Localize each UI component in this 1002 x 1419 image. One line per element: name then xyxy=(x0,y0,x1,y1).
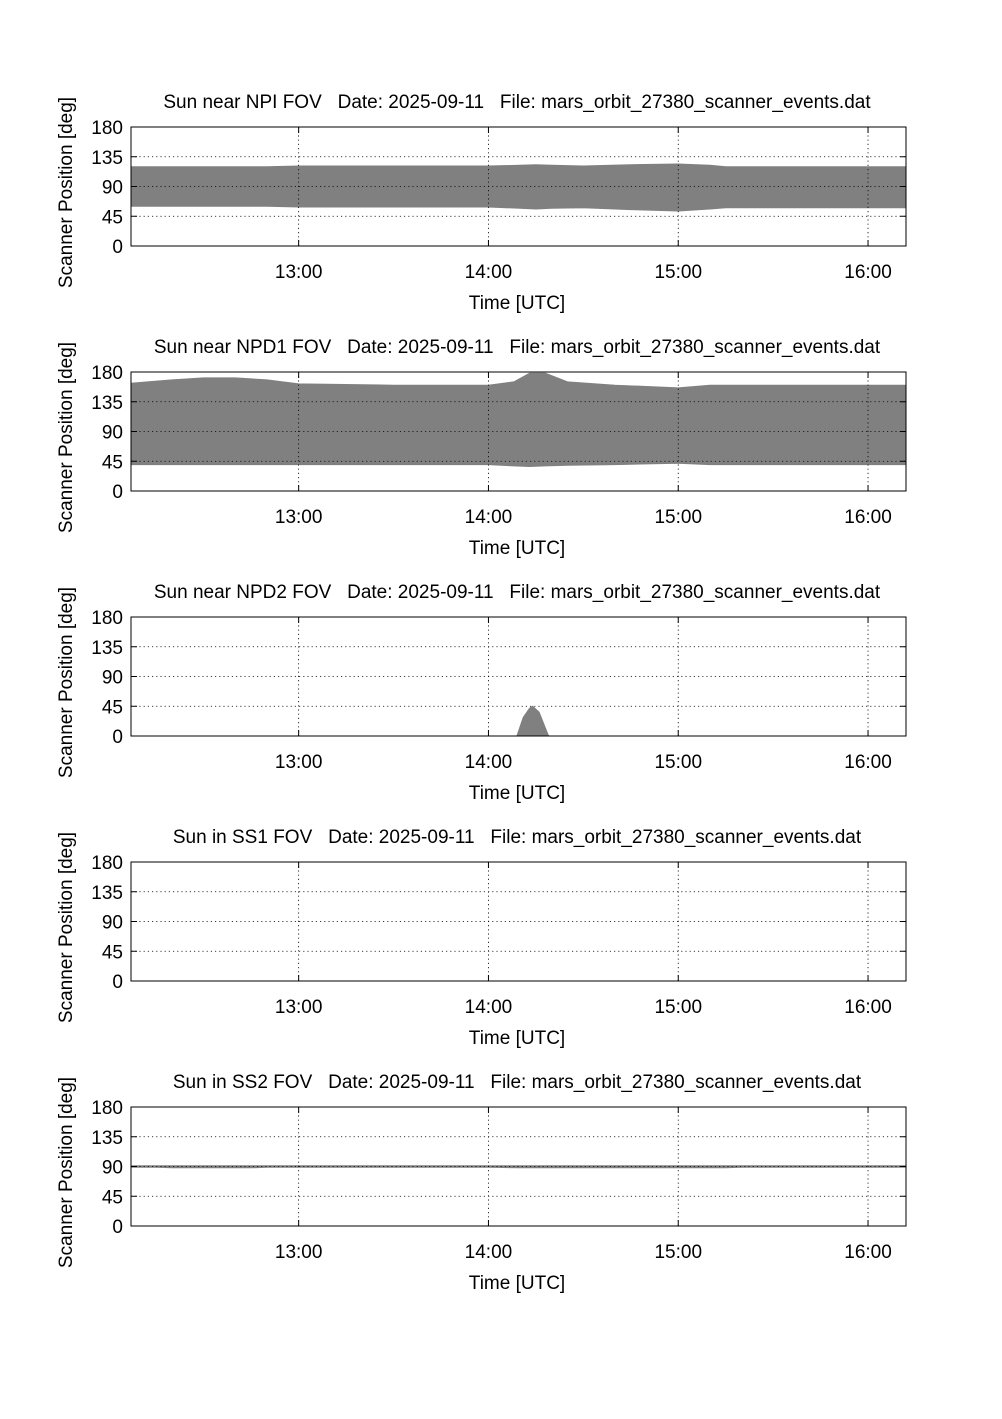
x-tick-label: 13:00 xyxy=(275,507,323,528)
y-tick-label: 90 xyxy=(102,178,123,199)
y-tick-label: 135 xyxy=(91,148,123,169)
x-tick-label: 13:00 xyxy=(275,997,323,1018)
y-tick-label: 0 xyxy=(112,727,123,748)
y-axis-label: Scanner Position [deg] xyxy=(56,342,77,533)
x-tick-label: 15:00 xyxy=(654,997,702,1018)
x-tick-label: 16:00 xyxy=(844,752,892,773)
panel-1: 0 45 90 135 180 13:00 14:00 15:00 16:00 Sun near … xyxy=(56,92,907,314)
chart-title: Sun near NPD2 FOV Date: 2025-09-11 File:… xyxy=(154,582,881,603)
panel-5: 0 45 90 135 180 13:00 14:00 15:00 16:00 Sun in SS… xyxy=(56,1072,907,1294)
y-tick-label: 0 xyxy=(112,237,123,258)
y-tick-label: 135 xyxy=(91,1128,123,1149)
y-tick-label: 180 xyxy=(91,363,123,384)
chart-title: Sun in SS1 FOV Date: 2025-09-11 File: ma… xyxy=(173,827,862,848)
y-tick-label: 45 xyxy=(102,697,123,718)
x-tick-label: 13:00 xyxy=(275,1242,323,1263)
panel-3: 0 45 90 135 180 13:00 14:00 15:00 16:00 Sun near … xyxy=(56,582,907,804)
x-tick-label: 16:00 xyxy=(844,262,892,283)
y-axis-label: Scanner Position [deg] xyxy=(56,587,77,778)
y-tick-label: 180 xyxy=(91,1098,123,1119)
y-tick-label: 180 xyxy=(91,853,123,874)
y-tick-label: 180 xyxy=(91,118,123,139)
y-axis-label: Scanner Position [deg] xyxy=(56,832,77,1023)
y-axis-label: Scanner Position [deg] xyxy=(56,97,77,288)
x-tick-label: 13:00 xyxy=(275,262,323,283)
chart-title: Sun near NPI FOV Date: 2025-09-11 File: … xyxy=(163,92,871,113)
y-tick-label: 90 xyxy=(102,1158,123,1179)
chart-title: Sun near NPD1 FOV Date: 2025-09-11 File:… xyxy=(154,337,881,358)
y-axis-label: Scanner Position [deg] xyxy=(56,1077,77,1268)
y-tick-label: 45 xyxy=(102,1187,123,1208)
data-area xyxy=(516,705,550,737)
x-axis-label: Time [UTC] xyxy=(469,783,565,804)
x-tick-label: 15:00 xyxy=(654,752,702,773)
x-axis-label: Time [UTC] xyxy=(469,1273,565,1294)
y-tick-label: 90 xyxy=(102,423,123,444)
data-area xyxy=(130,163,907,212)
x-tick-label: 14:00 xyxy=(465,262,513,283)
x-axis-label: Time [UTC] xyxy=(469,538,565,559)
x-axis-label: Time [UTC] xyxy=(469,293,565,314)
y-tick-label: 180 xyxy=(91,608,123,629)
x-axis-label: Time [UTC] xyxy=(469,1028,565,1049)
panel-2: 0 45 90 135 180 13:00 14:00 15:00 16:00 Sun near … xyxy=(56,337,907,559)
x-tick-label: 16:00 xyxy=(844,997,892,1018)
x-tick-label: 15:00 xyxy=(654,1242,702,1263)
y-tick-label: 45 xyxy=(102,452,123,473)
chart-title: Sun in SS2 FOV Date: 2025-09-11 File: ma… xyxy=(173,1072,862,1093)
y-tick-label: 0 xyxy=(112,1217,123,1238)
y-tick-label: 90 xyxy=(102,913,123,934)
y-tick-label: 0 xyxy=(112,482,123,503)
x-tick-label: 15:00 xyxy=(654,507,702,528)
x-tick-label: 14:00 xyxy=(465,997,513,1018)
panel-4: 0 45 90 135 180 13:00 14:00 15:00 16:00 Sun in SS… xyxy=(56,827,907,1049)
x-tick-label: 14:00 xyxy=(465,507,513,528)
y-tick-label: 135 xyxy=(91,638,123,659)
x-tick-label: 16:00 xyxy=(844,507,892,528)
y-tick-label: 90 xyxy=(102,668,123,689)
x-tick-label: 14:00 xyxy=(465,752,513,773)
data-area xyxy=(130,372,907,468)
y-tick-label: 135 xyxy=(91,393,123,414)
x-tick-label: 15:00 xyxy=(654,262,702,283)
x-tick-label: 16:00 xyxy=(844,1242,892,1263)
y-tick-label: 135 xyxy=(91,883,123,904)
y-tick-label: 45 xyxy=(102,942,123,963)
x-tick-label: 13:00 xyxy=(275,752,323,773)
x-tick-label: 14:00 xyxy=(465,1242,513,1263)
y-tick-label: 0 xyxy=(112,972,123,993)
y-tick-label: 45 xyxy=(102,207,123,228)
